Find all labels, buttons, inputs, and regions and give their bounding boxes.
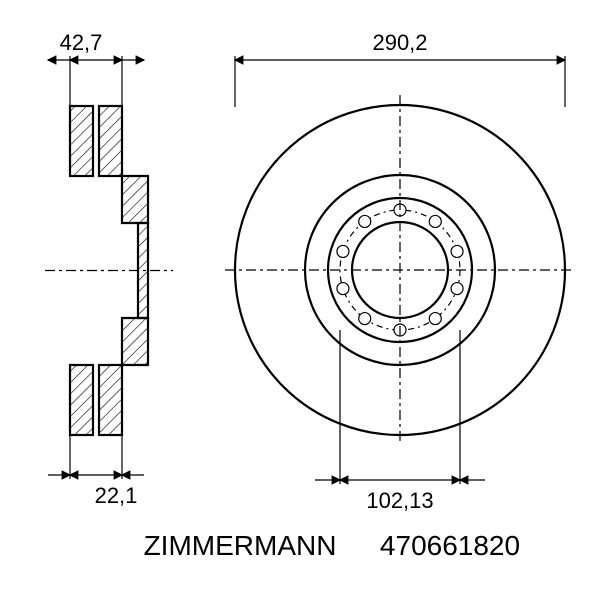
friction-plate <box>99 365 122 435</box>
side-view-section <box>45 106 173 435</box>
front-view <box>225 95 575 445</box>
brand-label: ZIMMERMANN <box>144 530 337 561</box>
bolt-hole <box>337 245 349 257</box>
bolt-hole <box>359 215 371 227</box>
friction-plate <box>99 106 122 176</box>
friction-plate <box>70 106 93 176</box>
dimension-annotations <box>48 56 565 484</box>
bolt-hole <box>429 313 441 325</box>
dim-overall-width: 42,7 <box>60 30 103 55</box>
hub-section <box>122 176 148 223</box>
dim-outer-diameter: 290,2 <box>372 30 427 55</box>
bolt-hole <box>429 215 441 227</box>
bolt-hole <box>337 283 349 295</box>
bolt-hole <box>359 313 371 325</box>
dim-bolt-circle: 102,13 <box>366 488 433 513</box>
bolt-hole <box>451 245 463 257</box>
dim-inner-width: 22,1 <box>95 483 138 508</box>
friction-plate <box>70 365 93 435</box>
hub-section <box>122 318 148 365</box>
part-number: 470661820 <box>380 530 520 561</box>
bolt-hole <box>451 283 463 295</box>
